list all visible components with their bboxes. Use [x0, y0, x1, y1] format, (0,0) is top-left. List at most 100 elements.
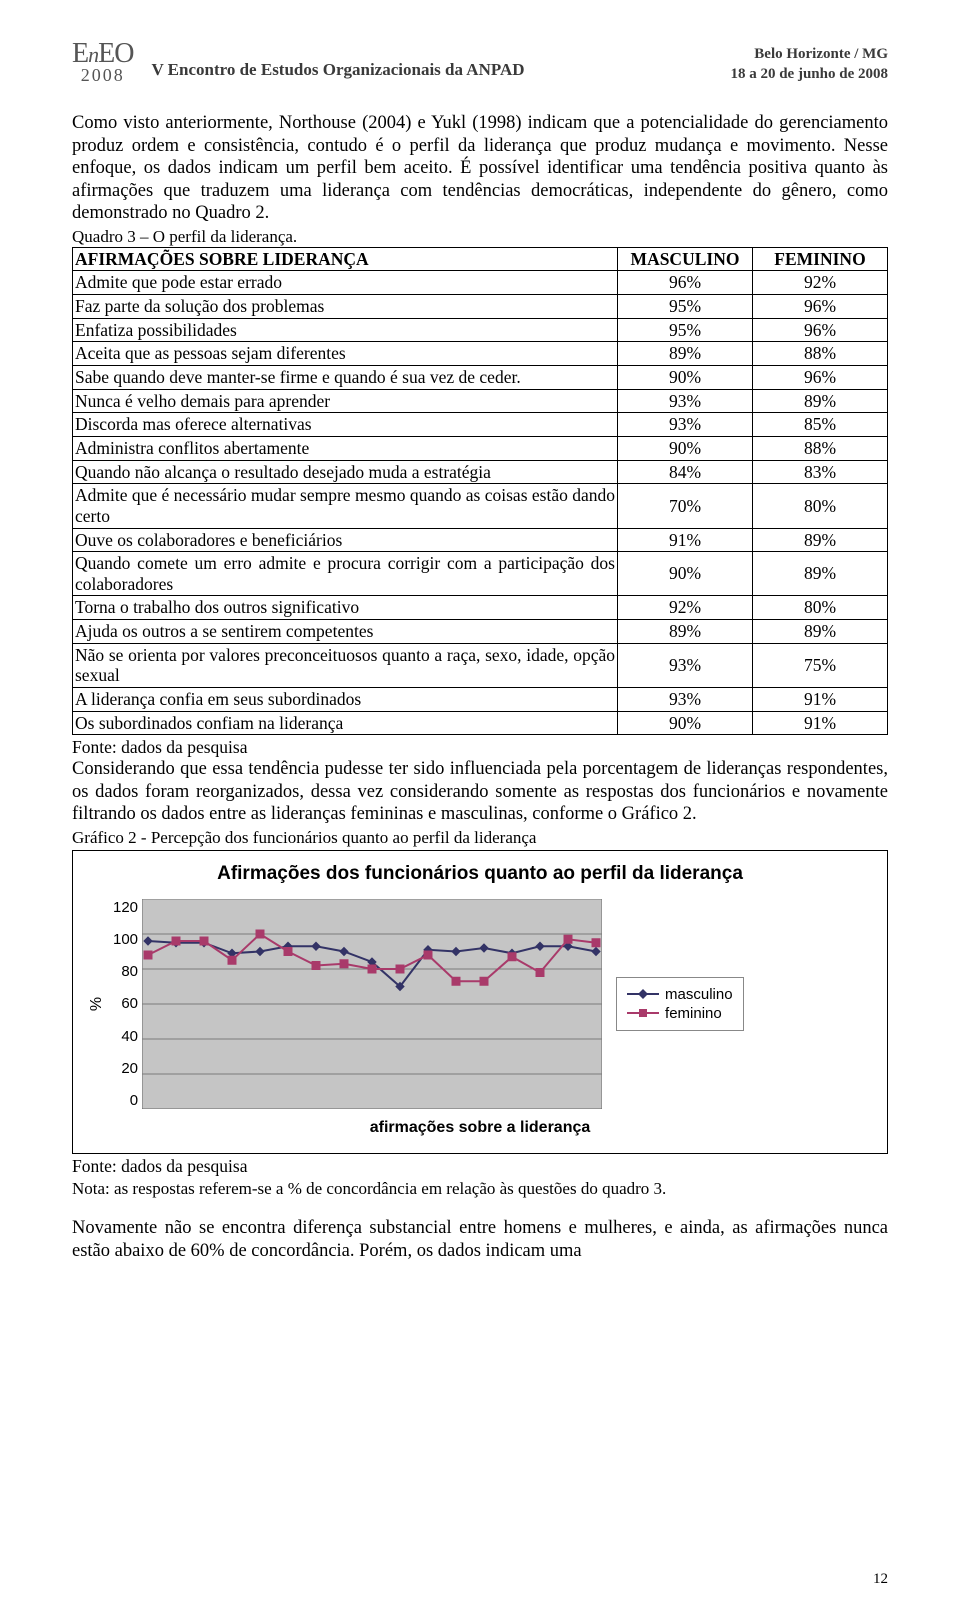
- table-row: Quando comete um erro admite e procura c…: [73, 552, 888, 596]
- legend-item-feminino: feminino: [627, 1005, 733, 1022]
- legend-swatch-masculino: [627, 988, 659, 1000]
- table-row: Sabe quando deve manter-se firme e quand…: [73, 366, 888, 390]
- table-header-row: AFIRMAÇÕES SOBRE LIDERANÇA MASCULINO FEM…: [73, 247, 888, 271]
- cell-masculino: 90%: [618, 436, 753, 460]
- y-tick: 100: [113, 931, 138, 948]
- cell-feminino: 96%: [753, 366, 888, 390]
- cell-masculino: 70%: [618, 484, 753, 528]
- cell-masculino: 90%: [618, 711, 753, 735]
- cell-afirmacao: Ouve os colaboradores e beneficiários: [73, 528, 618, 552]
- table-row: Aceita que as pessoas sejam diferentes89…: [73, 342, 888, 366]
- cell-afirmacao: Quando comete um erro admite e procura c…: [73, 552, 618, 596]
- legend-item-masculino: masculino: [627, 986, 733, 1003]
- cell-masculino: 96%: [618, 271, 753, 295]
- header-right: Belo Horizonte / MG 18 a 20 de junho de …: [730, 44, 888, 85]
- chart-y-ticks: 120 100 80 60 40 20 0: [113, 899, 138, 1109]
- cell-afirmacao: Os subordinados confiam na liderança: [73, 711, 618, 735]
- cell-afirmacao: Administra conflitos abertamente: [73, 436, 618, 460]
- cell-masculino: 95%: [618, 295, 753, 319]
- cell-afirmacao: Admite que é necessário mudar sempre mes…: [73, 484, 618, 528]
- chart-y-label: %: [88, 994, 106, 1014]
- cell-feminino: 80%: [753, 484, 888, 528]
- cell-masculino: 89%: [618, 620, 753, 644]
- cell-feminino: 91%: [753, 687, 888, 711]
- logo-year: 2008: [72, 66, 133, 84]
- logo: EnEO 2008: [72, 40, 133, 84]
- cell-feminino: 88%: [753, 342, 888, 366]
- cell-masculino: 90%: [618, 552, 753, 596]
- y-tick: 20: [113, 1060, 138, 1077]
- cell-afirmacao: Quando não alcança o resultado desejado …: [73, 460, 618, 484]
- legend-label-feminino: feminino: [665, 1005, 722, 1022]
- cell-masculino: 91%: [618, 528, 753, 552]
- cell-afirmacao: A liderança confia em seus subordinados: [73, 687, 618, 711]
- table-row: Os subordinados confiam na liderança90%9…: [73, 711, 888, 735]
- y-tick: 60: [113, 995, 138, 1012]
- header-left: EnEO 2008 V Encontro de Estudos Organiza…: [72, 40, 525, 84]
- header-location: Belo Horizonte / MG: [730, 44, 888, 64]
- table-row: Ouve os colaboradores e beneficiários91%…: [73, 528, 888, 552]
- table-row: Quando não alcança o resultado desejado …: [73, 460, 888, 484]
- cell-feminino: 91%: [753, 711, 888, 735]
- legend-label-masculino: masculino: [665, 986, 733, 1003]
- page-number: 12: [873, 1571, 888, 1588]
- page-header: EnEO 2008 V Encontro de Estudos Organiza…: [72, 40, 888, 84]
- cell-masculino: 93%: [618, 643, 753, 687]
- y-tick: 80: [113, 963, 138, 980]
- y-tick: 0: [113, 1092, 138, 1109]
- cell-afirmacao: Enfatiza possibilidades: [73, 318, 618, 342]
- chart-title: Afirmações dos funcionários quanto ao pe…: [87, 863, 873, 885]
- table-row: Admite que é necessário mudar sempre mes…: [73, 484, 888, 528]
- paragraph-2: Considerando que essa tendência pudesse …: [72, 758, 888, 826]
- y-tick: 40: [113, 1028, 138, 1045]
- cell-masculino: 93%: [618, 687, 753, 711]
- cell-afirmacao: Não se orienta por valores preconceituos…: [73, 643, 618, 687]
- cell-feminino: 89%: [753, 528, 888, 552]
- table-row: Discorda mas oferece alternativas93%85%: [73, 413, 888, 437]
- cell-afirmacao: Admite que pode estar errado: [73, 271, 618, 295]
- cell-feminino: 75%: [753, 643, 888, 687]
- cell-afirmacao: Nunca é velho demais para aprender: [73, 389, 618, 413]
- cell-feminino: 80%: [753, 596, 888, 620]
- grafico2-chart: Afirmações dos funcionários quanto ao pe…: [72, 850, 888, 1154]
- cell-masculino: 93%: [618, 413, 753, 437]
- cell-masculino: 95%: [618, 318, 753, 342]
- quadro3-caption: Quadro 3 – O perfil da liderança.: [72, 227, 888, 247]
- cell-feminino: 85%: [753, 413, 888, 437]
- cell-feminino: 96%: [753, 295, 888, 319]
- cell-masculino: 93%: [618, 389, 753, 413]
- header-dates: 18 a 20 de junho de 2008: [730, 64, 888, 84]
- cell-afirmacao: Aceita que as pessoas sejam diferentes: [73, 342, 618, 366]
- legend-swatch-feminino: [627, 1007, 659, 1019]
- table-row: A liderança confia em seus subordinados9…: [73, 687, 888, 711]
- cell-feminino: 89%: [753, 552, 888, 596]
- table-row: Faz parte da solução dos problemas95%96%: [73, 295, 888, 319]
- cell-feminino: 92%: [753, 271, 888, 295]
- cell-feminino: 83%: [753, 460, 888, 484]
- cell-feminino: 88%: [753, 436, 888, 460]
- table-row: Ajuda os outros a se sentirem competente…: [73, 620, 888, 644]
- col-feminino: FEMININO: [753, 247, 888, 271]
- table-row: Torna o trabalho dos outros significativ…: [73, 596, 888, 620]
- paragraph-3: Novamente não se encontra diferença subs…: [72, 1217, 888, 1262]
- cell-afirmacao: Torna o trabalho dos outros significativ…: [73, 596, 618, 620]
- header-title: V Encontro de Estudos Organizacionais da…: [151, 60, 524, 84]
- paragraph-1: Como visto anteriormente, Northouse (200…: [72, 112, 888, 225]
- cell-afirmacao: Faz parte da solução dos problemas: [73, 295, 618, 319]
- cell-masculino: 84%: [618, 460, 753, 484]
- grafico2-caption: Gráfico 2 - Percepção dos funcionários q…: [72, 828, 888, 848]
- fonte-2: Fonte: dados da pesquisa: [72, 1156, 888, 1177]
- cell-masculino: 92%: [618, 596, 753, 620]
- y-tick: 120: [113, 899, 138, 916]
- cell-feminino: 96%: [753, 318, 888, 342]
- table-row: Não se orienta por valores preconceituos…: [73, 643, 888, 687]
- chart-legend: masculino feminino: [616, 977, 744, 1031]
- table-row: Admite que pode estar errado96%92%: [73, 271, 888, 295]
- cell-afirmacao: Sabe quando deve manter-se firme e quand…: [73, 366, 618, 390]
- table-row: Administra conflitos abertamente90%88%: [73, 436, 888, 460]
- cell-masculino: 90%: [618, 366, 753, 390]
- col-afirmacoes: AFIRMAÇÕES SOBRE LIDERANÇA: [73, 247, 618, 271]
- chart-x-label: afirmações sobre a liderança: [87, 1119, 873, 1137]
- cell-feminino: 89%: [753, 620, 888, 644]
- cell-afirmacao: Discorda mas oferece alternativas: [73, 413, 618, 437]
